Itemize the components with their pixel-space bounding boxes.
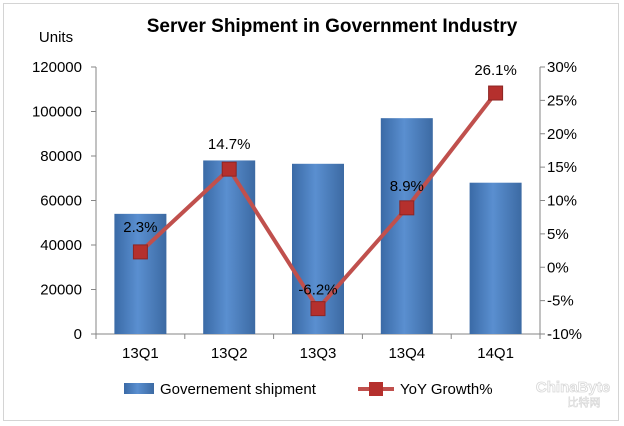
- growth-data-label: 2.3%: [123, 219, 157, 236]
- y2-tick-label: -5%: [547, 293, 574, 310]
- y-tick-label: 40000: [40, 237, 82, 254]
- y2-tick-label: 0%: [547, 259, 569, 276]
- watermark-subtext: 比特网: [568, 395, 601, 409]
- growth-data-label: -6.2%: [298, 282, 337, 299]
- watermark: ChinaByte 比特网: [536, 379, 611, 410]
- growth-data-label: 14.7%: [208, 136, 251, 153]
- x-tick-label: 13Q1: [122, 345, 159, 362]
- legend-swatch-marker: [369, 382, 383, 396]
- watermark-text: ChinaByte: [536, 379, 610, 396]
- y-tick-label: 60000: [40, 193, 82, 210]
- y-tick-label: 20000: [40, 282, 82, 299]
- y2-tick-label: 30%: [547, 59, 577, 76]
- growth-marker: [310, 301, 326, 317]
- growth-data-label: 8.9%: [390, 178, 424, 195]
- growth-marker: [132, 244, 148, 260]
- chart-title: Server Shipment in Government Industry: [147, 16, 518, 37]
- y-tick-label: 120000: [32, 59, 82, 76]
- x-tick-label: 13Q2: [211, 345, 248, 362]
- bar: [469, 182, 522, 334]
- y2-tick-label: 20%: [547, 126, 577, 143]
- y2-tick-label: -10%: [547, 326, 582, 343]
- legend-label-bar: Governement shipment: [160, 381, 317, 398]
- legend-label-line: YoY Growth%: [400, 381, 493, 398]
- y2-tick-label: 10%: [547, 193, 577, 210]
- x-tick-label: 14Q1: [477, 345, 514, 362]
- bar: [203, 160, 256, 334]
- legend-swatch-bar: [124, 383, 154, 394]
- x-tick-label: 13Q3: [300, 345, 337, 362]
- x-tick-label: 13Q4: [388, 345, 425, 362]
- chart-frame: [3, 3, 619, 421]
- growth-marker: [399, 200, 415, 216]
- y-axis-label: Units: [39, 29, 73, 46]
- growth-marker: [488, 85, 504, 101]
- y-tick-label: 100000: [32, 104, 82, 121]
- y-tick-label: 0: [74, 326, 82, 343]
- y2-tick-label: 5%: [547, 226, 569, 243]
- y-tick-label: 80000: [40, 148, 82, 165]
- y2-tick-label: 25%: [547, 92, 577, 109]
- growth-marker: [221, 161, 237, 177]
- growth-data-label: 26.1%: [474, 62, 517, 79]
- y2-tick-label: 15%: [547, 159, 577, 176]
